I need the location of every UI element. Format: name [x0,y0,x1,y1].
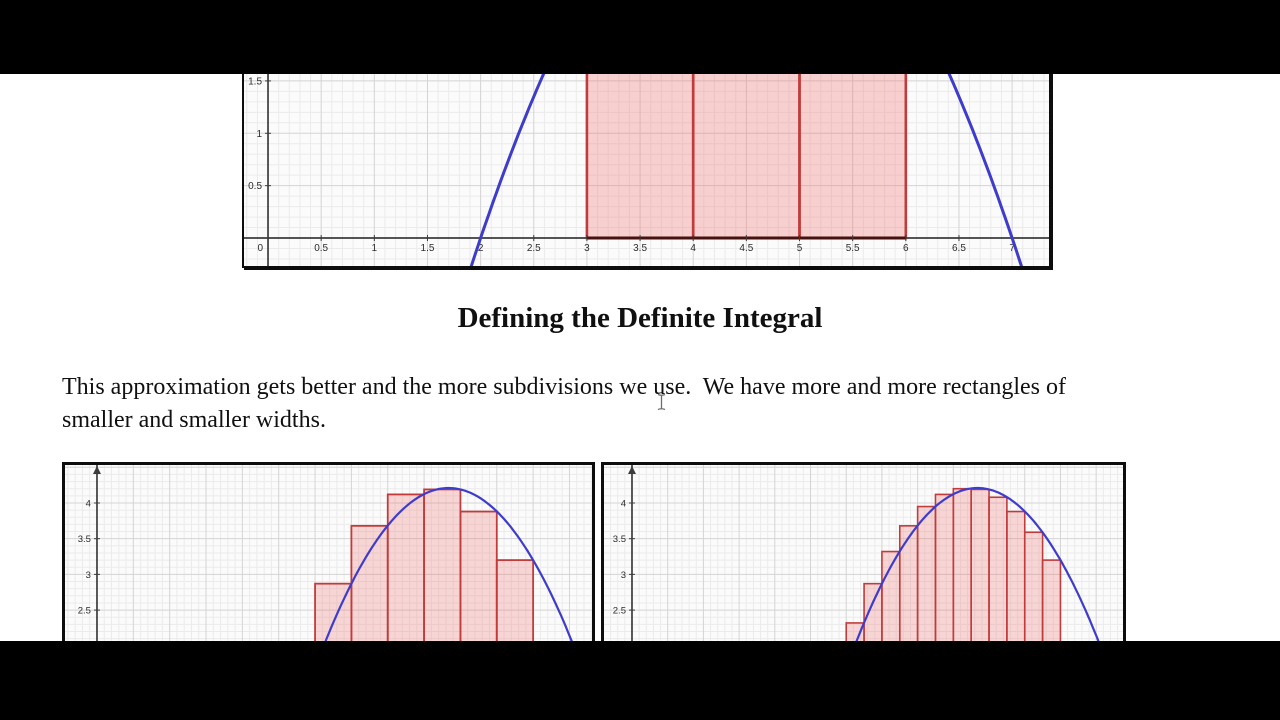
svg-text:4: 4 [690,243,696,254]
svg-text:4.5: 4.5 [739,243,753,254]
paragraph-line: smaller and smaller widths. [62,406,326,433]
svg-text:7: 7 [1009,243,1015,254]
svg-text:3: 3 [86,570,91,581]
svg-text:1: 1 [372,243,378,254]
riemann-chart-6-rectangles: 2.5 3 3.5 4 [62,462,595,644]
svg-text:1: 1 [256,129,262,140]
text-ibeam-cursor [657,393,666,411]
svg-text:0: 0 [257,243,263,254]
svg-text:4: 4 [86,498,91,509]
svg-text:1.5: 1.5 [421,243,435,254]
riemann-chart-12-rectangles: 2.5 3 3.5 4 [601,462,1126,644]
svg-text:1.5: 1.5 [248,76,262,87]
letterbox-top-bar [0,0,1280,74]
svg-text:3.5: 3.5 [78,534,91,545]
svg-text:3: 3 [621,570,626,581]
svg-text:0.5: 0.5 [248,181,262,192]
riemann-chart-overview: 0 0.5 1 1.5 2 2.5 3 3.5 4 4.5 5 5.5 6 6.5 7 0.5 1 1.5 [242,72,1051,268]
body-paragraph: This approximation gets better and the m… [62,371,1066,436]
svg-text:5: 5 [797,243,803,254]
letterbox-bottom-bar [0,641,1280,720]
svg-text:3.5: 3.5 [633,243,647,254]
svg-text:2.5: 2.5 [613,606,626,617]
svg-text:4: 4 [621,498,626,509]
page-title: Defining the Definite Integral [457,302,823,334]
paragraph-line: This approximation gets better and the m… [62,374,1067,400]
svg-text:2.5: 2.5 [78,606,91,617]
svg-text:5.5: 5.5 [846,243,860,254]
svg-text:3: 3 [584,243,590,254]
svg-text:0.5: 0.5 [314,243,328,254]
svg-text:2.5: 2.5 [527,243,541,254]
svg-text:2: 2 [478,243,484,254]
svg-text:6: 6 [903,243,909,254]
svg-text:6.5: 6.5 [952,243,966,254]
svg-text:3.5: 3.5 [613,534,626,545]
